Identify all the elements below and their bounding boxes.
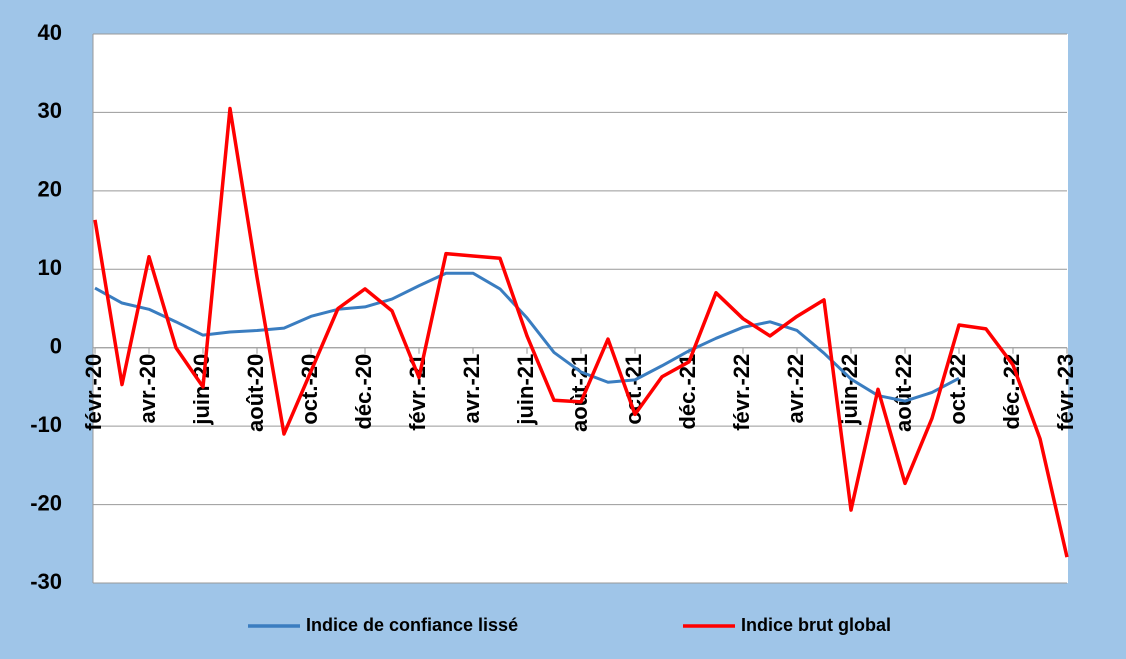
x-tick-label: juin-20 xyxy=(189,354,214,426)
y-tick-label: 10 xyxy=(38,255,62,280)
x-tick-label: avr.-21 xyxy=(459,354,484,424)
series-line xyxy=(94,271,960,403)
y-tick-label: 40 xyxy=(38,20,62,45)
x-tick-label: déc.-22 xyxy=(999,354,1024,430)
x-tick-label: oct.-20 xyxy=(297,354,322,425)
x-tick-label: févr.-23 xyxy=(1053,354,1078,431)
x-tick-label: déc.-21 xyxy=(675,354,700,430)
series-line xyxy=(93,106,1069,558)
x-tick-label: juin-22 xyxy=(837,354,862,426)
y-tick-label: -20 xyxy=(30,490,62,515)
y-tick-label: -30 xyxy=(30,569,62,594)
x-tick-label: août-21 xyxy=(567,354,592,432)
x-tick-label: févr.-21 xyxy=(405,354,430,431)
x-tick-label: déc.-20 xyxy=(351,354,376,430)
x-tick-label: août-22 xyxy=(891,354,916,432)
x-tick-label: juin-21 xyxy=(513,354,538,426)
y-tick-label: 30 xyxy=(38,98,62,123)
y-tick-label: 20 xyxy=(38,177,62,202)
y-tick-label: -10 xyxy=(30,412,62,437)
x-tick-label: févr.-22 xyxy=(729,354,754,431)
legend-label: Indice brut global xyxy=(741,615,891,635)
x-tick-label: août-20 xyxy=(243,354,268,432)
x-tick-label: avr.-20 xyxy=(135,354,160,424)
y-tick-label: 0 xyxy=(50,334,62,359)
x-tick-label: avr.-22 xyxy=(783,354,808,424)
plot-area xyxy=(93,34,1068,583)
legend-label: Indice de confiance lissé xyxy=(306,615,518,635)
x-tick-label: févr.-20 xyxy=(81,354,106,431)
